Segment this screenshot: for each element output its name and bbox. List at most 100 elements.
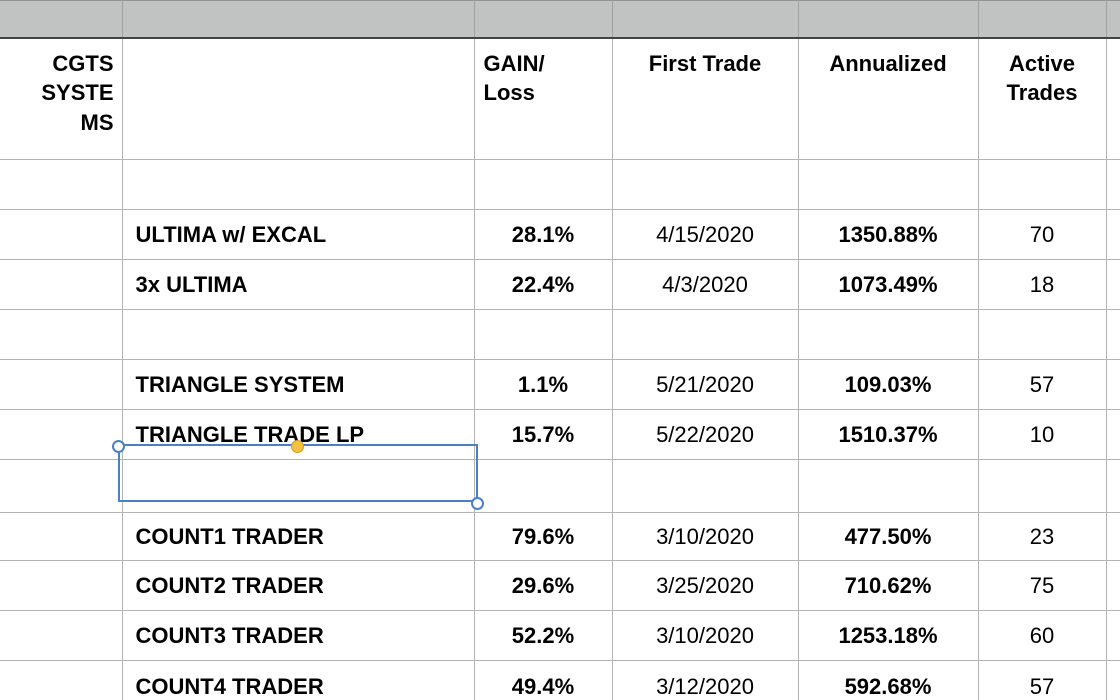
cell-annualized[interactable]	[797, 459, 979, 513]
cell-first-trade[interactable]	[611, 159, 799, 210]
cell-first-trade[interactable]	[611, 459, 799, 513]
cell-first-trade[interactable]: 3/25/2020	[611, 560, 799, 611]
selection-handle-top-left[interactable]	[112, 440, 125, 453]
cell-active-trades[interactable]: 75	[977, 560, 1107, 611]
cell-gain-loss[interactable]: 29.6%	[473, 560, 613, 611]
cell-annualized[interactable]: 477.50%	[797, 512, 979, 561]
cell-active-trades[interactable]: 60	[977, 610, 1107, 661]
cell-system-name[interactable]: COUNT1 TRADER	[121, 512, 475, 561]
cell-annualized[interactable]: 1073.49%	[797, 259, 979, 310]
cell-system-name[interactable]	[121, 459, 475, 513]
header-cgts-systems[interactable]: CGTS SYSTE MS	[0, 38, 123, 160]
cell-annualized[interactable]: 1253.18%	[797, 610, 979, 661]
cell-system-name[interactable]	[121, 309, 475, 360]
cell-spacer[interactable]	[1105, 459, 1120, 513]
cell-active-trades[interactable]: 70	[977, 209, 1107, 260]
cell-active-trades[interactable]: 57	[977, 359, 1107, 410]
cell-active-trades[interactable]	[977, 159, 1107, 210]
cell-first-trade[interactable]	[611, 309, 799, 360]
cell-spacer[interactable]	[1105, 309, 1120, 360]
cell-system-name[interactable]: TRIANGLE TRADE LP	[121, 409, 475, 460]
header-name-blank[interactable]	[121, 38, 475, 160]
cell-gain-loss[interactable]: 79.6%	[473, 512, 613, 561]
cell-annualized[interactable]: 1510.37%	[797, 409, 979, 460]
cell-system[interactable]	[0, 610, 123, 661]
cell-system-name[interactable]: ULTIMA w/ EXCAL	[121, 209, 475, 260]
header-spacer[interactable]	[1105, 38, 1120, 160]
cell-spacer[interactable]	[1105, 159, 1120, 210]
cell-spacer[interactable]	[1105, 660, 1120, 700]
cell-system[interactable]	[0, 512, 123, 561]
cell-spacer[interactable]	[1105, 359, 1120, 410]
cell-system[interactable]	[0, 209, 123, 260]
cell-first-trade[interactable]: 4/15/2020	[611, 209, 799, 260]
selection-resize-handle-yellow[interactable]	[291, 440, 304, 453]
cell-annualized[interactable]	[797, 309, 979, 360]
header-annualized[interactable]: Annualized	[797, 38, 979, 160]
selection-handle-bottom-right[interactable]	[471, 497, 484, 510]
cell-active-trades[interactable]: 10	[977, 409, 1107, 460]
header-active-trades[interactable]: Active Trades	[977, 38, 1107, 160]
cell-active-trades[interactable]	[977, 459, 1107, 513]
cell-first-trade[interactable]: 4/3/2020	[611, 259, 799, 310]
table-row: TRIANGLE SYSTEM 1.1% 5/21/2020 109.03% 5…	[0, 359, 1120, 410]
cell-active-trades[interactable]: 18	[977, 259, 1107, 310]
cell-first-trade[interactable]: 3/12/2020	[611, 660, 799, 700]
cell-spacer[interactable]	[1105, 209, 1120, 260]
cell-annualized[interactable]: 109.03%	[797, 359, 979, 410]
cell-active-trades[interactable]	[977, 309, 1107, 360]
header-gain-loss[interactable]: GAIN/ Loss	[473, 38, 613, 160]
table-row: TRIANGLE TRADE LP 15.7% 5/22/2020 1510.3…	[0, 409, 1120, 460]
table-row	[0, 459, 1120, 513]
cell-system[interactable]	[0, 159, 123, 210]
cell-gain-loss[interactable]: 52.2%	[473, 610, 613, 661]
cell-first-trade[interactable]: 3/10/2020	[611, 610, 799, 661]
cell-spacer[interactable]	[1105, 560, 1120, 611]
table-row: COUNT1 TRADER 79.6% 3/10/2020 477.50% 23	[0, 512, 1120, 561]
cell-system[interactable]	[0, 660, 123, 700]
cell-gain-loss[interactable]: 15.7%	[473, 409, 613, 460]
table-row: 3x ULTIMA 22.4% 4/3/2020 1073.49% 18	[0, 259, 1120, 310]
column-band-cell-a[interactable]	[0, 0, 123, 39]
column-band-cell-f[interactable]	[978, 0, 1107, 39]
cell-annualized[interactable]: 710.62%	[797, 560, 979, 611]
cell-gain-loss[interactable]	[473, 309, 613, 360]
column-band-cell-g[interactable]	[1106, 0, 1120, 39]
column-band-cell-c[interactable]	[474, 0, 613, 39]
cell-spacer[interactable]	[1105, 259, 1120, 310]
cell-system[interactable]	[0, 359, 123, 410]
cell-system-name[interactable]: COUNT4 TRADER	[121, 660, 475, 700]
cell-system[interactable]	[0, 560, 123, 611]
cell-annualized[interactable]: 1350.88%	[797, 209, 979, 260]
column-band-cell-e[interactable]	[798, 0, 979, 39]
cell-system[interactable]	[0, 309, 123, 360]
cell-system-name[interactable]: TRIANGLE SYSTEM	[121, 359, 475, 410]
cell-system-name[interactable]: COUNT2 TRADER	[121, 560, 475, 611]
cell-gain-loss[interactable]	[473, 159, 613, 210]
cell-annualized[interactable]	[797, 159, 979, 210]
table-row: COUNT3 TRADER 52.2% 3/10/2020 1253.18% 6…	[0, 610, 1120, 661]
column-band-cell-b[interactable]	[122, 0, 475, 39]
cell-system-name[interactable]: 3x ULTIMA	[121, 259, 475, 310]
cell-first-trade[interactable]: 3/10/2020	[611, 512, 799, 561]
cell-gain-loss[interactable]: 22.4%	[473, 259, 613, 310]
cell-active-trades[interactable]: 23	[977, 512, 1107, 561]
cell-gain-loss[interactable]: 28.1%	[473, 209, 613, 260]
cell-gain-loss[interactable]	[473, 459, 613, 513]
cell-system-name[interactable]	[121, 159, 475, 210]
cell-system[interactable]	[0, 459, 123, 513]
cell-system[interactable]	[0, 409, 123, 460]
cell-gain-loss[interactable]: 49.4%	[473, 660, 613, 700]
cell-gain-loss[interactable]: 1.1%	[473, 359, 613, 410]
column-band-cell-d[interactable]	[612, 0, 799, 39]
cell-first-trade[interactable]: 5/22/2020	[611, 409, 799, 460]
cell-spacer[interactable]	[1105, 610, 1120, 661]
cell-system[interactable]	[0, 259, 123, 310]
cell-active-trades[interactable]: 57	[977, 660, 1107, 700]
cell-spacer[interactable]	[1105, 512, 1120, 561]
cell-first-trade[interactable]: 5/21/2020	[611, 359, 799, 410]
cell-annualized[interactable]: 592.68%	[797, 660, 979, 700]
cell-system-name[interactable]: COUNT3 TRADER	[121, 610, 475, 661]
header-first-trade[interactable]: First Trade	[611, 38, 799, 160]
cell-spacer[interactable]	[1105, 409, 1120, 460]
